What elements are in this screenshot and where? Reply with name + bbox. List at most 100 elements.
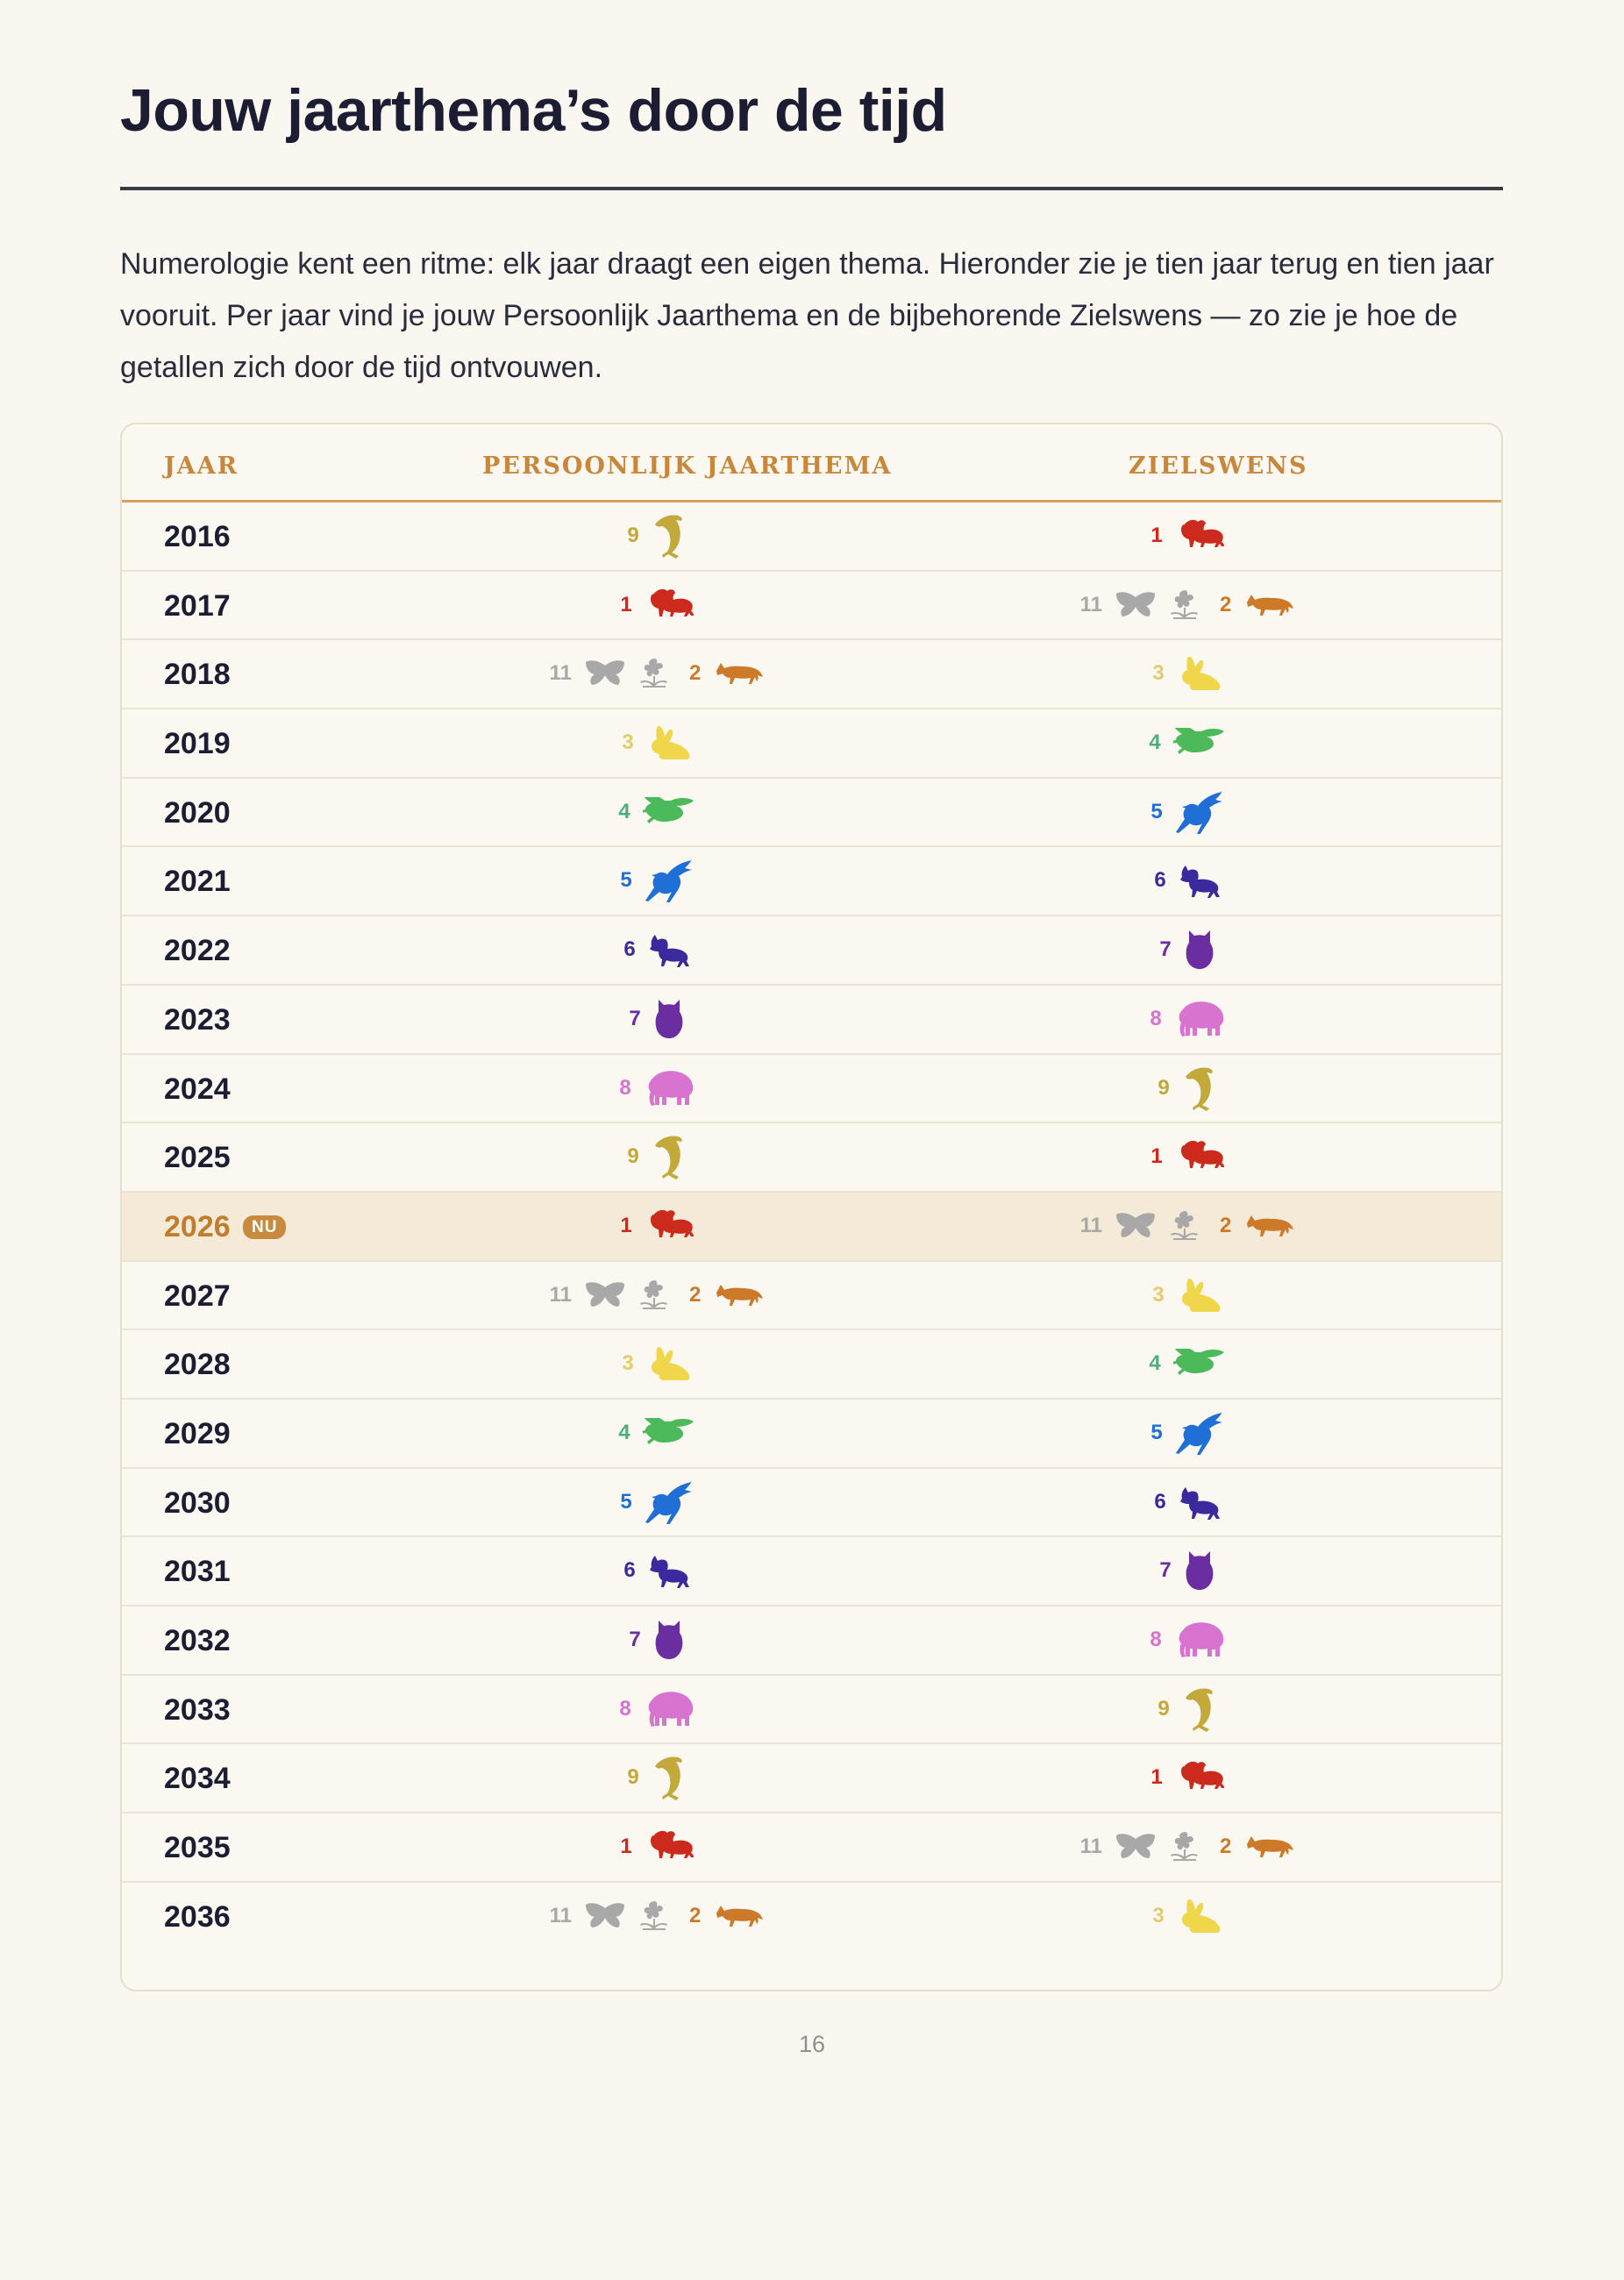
table-row: 2016 9 1 bbox=[122, 502, 1501, 572]
symbol-entry: 6 bbox=[1154, 862, 1220, 899]
table-row: 2028 3 4 bbox=[122, 1330, 1501, 1400]
rabbit-icon bbox=[1177, 1277, 1222, 1314]
wish-cell: 3 bbox=[968, 1883, 1407, 1949]
symbol-entry: 7 bbox=[1159, 1550, 1214, 1592]
theme-cell: 11 2 bbox=[438, 640, 876, 707]
header-year: JAAR bbox=[164, 452, 239, 480]
symbol-entry: 2 bbox=[689, 1280, 764, 1310]
theme-cell: 6 bbox=[438, 1537, 876, 1604]
row-year: 2022 bbox=[164, 934, 231, 968]
flower-icon bbox=[1165, 588, 1204, 622]
intro-paragraph: Numerologie kent een ritme: elk jaar dra… bbox=[120, 247, 1494, 384]
symbol-entry: 8 bbox=[619, 1691, 694, 1728]
symbol-number: 3 bbox=[1152, 1282, 1165, 1307]
flower-icon bbox=[635, 1899, 673, 1933]
symbol-number: 7 bbox=[1159, 1558, 1172, 1583]
table-row: 2034 9 1 bbox=[122, 1744, 1501, 1814]
lion-icon bbox=[645, 586, 694, 624]
symbol-entry: 5 bbox=[620, 859, 694, 903]
symbol-entry: 9 bbox=[627, 1133, 686, 1180]
table-row: 2031 6 7 bbox=[122, 1537, 1501, 1607]
elephant-icon bbox=[1174, 1001, 1225, 1037]
symbol-number: 6 bbox=[1154, 868, 1166, 893]
symbol-entry: 11 bbox=[1080, 1830, 1204, 1863]
wolf-icon bbox=[648, 1552, 690, 1589]
symbol-number: 8 bbox=[1150, 1628, 1162, 1651]
current-year-badge: NU bbox=[243, 1215, 287, 1239]
symbol-number: 6 bbox=[623, 937, 636, 962]
table-row: 2019 3 4 bbox=[122, 709, 1501, 779]
symbol-number: 1 bbox=[1150, 1144, 1163, 1169]
wolf-icon bbox=[648, 931, 690, 968]
symbol-number: 5 bbox=[1150, 1420, 1163, 1444]
owl-icon bbox=[653, 998, 685, 1040]
theme-cell: 7 bbox=[438, 986, 876, 1052]
wolf-icon bbox=[1179, 862, 1221, 899]
symbol-entry: 1 bbox=[1150, 1758, 1224, 1797]
row-year: 2016 bbox=[164, 520, 231, 553]
elephant-icon bbox=[1174, 1621, 1225, 1658]
symbol-number: 5 bbox=[620, 1489, 632, 1514]
wish-cell: 5 bbox=[968, 1400, 1407, 1466]
table-row: 2024 8 9 bbox=[122, 1055, 1501, 1124]
symbol-number: 11 bbox=[549, 1903, 572, 1927]
wish-cell: 4 bbox=[968, 709, 1407, 776]
symbol-number: 1 bbox=[620, 1835, 632, 1859]
row-year: 2019 bbox=[164, 727, 231, 761]
symbol-entry: 4 bbox=[1149, 728, 1225, 758]
theme-cell: 3 bbox=[438, 1330, 876, 1397]
symbol-entry: 2 bbox=[689, 659, 764, 688]
wish-cell: 7 bbox=[968, 916, 1407, 983]
symbol-entry: 8 bbox=[1150, 1001, 1224, 1037]
elephant-icon bbox=[644, 1070, 694, 1107]
bee-icon bbox=[642, 796, 695, 827]
fox-icon bbox=[1243, 1832, 1294, 1862]
symbol-number: 11 bbox=[549, 1282, 572, 1307]
flower-icon bbox=[1165, 1209, 1204, 1243]
table-row: 2029 4 5 bbox=[122, 1400, 1501, 1469]
symbol-number: 6 bbox=[623, 1558, 636, 1583]
dolphin-icon bbox=[652, 512, 687, 559]
symbol-number: 2 bbox=[689, 1903, 702, 1927]
theme-cell: 6 bbox=[438, 916, 876, 983]
symbol-entry: 11 bbox=[1080, 1209, 1204, 1243]
bee-icon bbox=[1172, 1349, 1226, 1379]
table-row: 2036 11 2 3 bbox=[122, 1883, 1501, 1952]
symbol-number: 7 bbox=[629, 1628, 641, 1651]
symbol-number: 11 bbox=[1079, 1835, 1102, 1859]
swallow-icon bbox=[645, 859, 694, 903]
table-row: 2033 8 9 bbox=[122, 1676, 1501, 1745]
symbol-entry: 7 bbox=[629, 1619, 684, 1661]
rabbit-icon bbox=[1177, 1898, 1222, 1934]
theme-cell: 1 bbox=[438, 1193, 876, 1259]
symbol-number: 4 bbox=[1149, 1351, 1161, 1376]
symbol-entry: 8 bbox=[1150, 1621, 1224, 1658]
table-row: 2018 11 2 3 bbox=[122, 640, 1501, 710]
symbol-entry: 9 bbox=[1157, 1065, 1216, 1112]
symbol-number: 7 bbox=[1159, 937, 1172, 962]
flower-icon bbox=[635, 1279, 673, 1312]
theme-cell: 1 bbox=[438, 1813, 876, 1880]
table-row: 2025 9 1 bbox=[122, 1123, 1501, 1193]
symbol-entry: 9 bbox=[627, 1754, 686, 1801]
dolphin-icon bbox=[652, 1754, 687, 1801]
row-year: 2017 bbox=[164, 588, 231, 623]
symbol-number: 5 bbox=[1150, 799, 1163, 823]
page-number: 16 bbox=[798, 2031, 826, 2057]
symbol-entry: 1 bbox=[620, 1207, 694, 1245]
theme-cell: 7 bbox=[438, 1607, 876, 1673]
table-header: JAAR PERSOONLIJK JAARTHEMA ZIELSWENS bbox=[122, 424, 1501, 502]
swallow-icon bbox=[645, 1480, 694, 1524]
wish-cell: 6 bbox=[968, 1469, 1407, 1535]
theme-cell: 9 bbox=[438, 502, 876, 569]
symbol-number: 4 bbox=[618, 799, 630, 823]
butterfly-icon bbox=[1115, 1832, 1160, 1862]
symbol-number: 1 bbox=[620, 592, 632, 616]
symbol-number: 8 bbox=[1150, 1006, 1162, 1030]
symbol-number: 8 bbox=[619, 1696, 631, 1721]
row-year: 2031 bbox=[164, 1555, 231, 1589]
table-row: 2022 6 7 bbox=[122, 916, 1501, 986]
rabbit-icon bbox=[1177, 655, 1222, 692]
symbol-number: 11 bbox=[549, 661, 572, 686]
row-year: 2025 bbox=[164, 1141, 231, 1175]
